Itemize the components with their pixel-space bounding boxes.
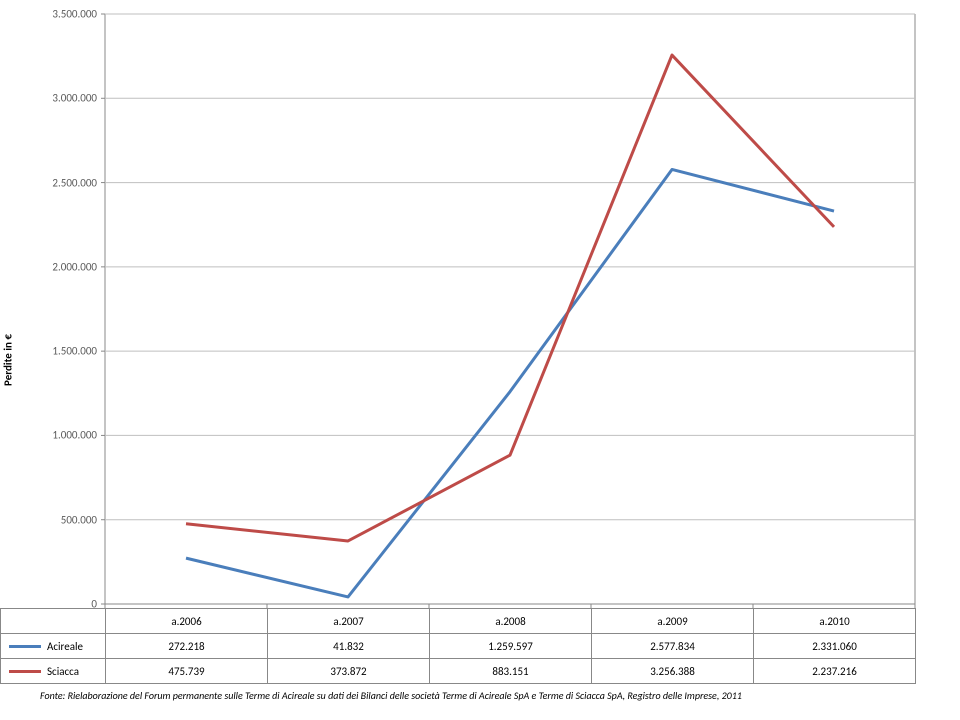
table-row: Sciacca 475.739373.872883.1513.256.3882.2… bbox=[1, 659, 916, 684]
data-cell: 373.872 bbox=[268, 659, 430, 684]
chart-stage: Perdite in € 0500.0001.000.0001.500.0002… bbox=[0, 0, 960, 720]
data-cell: 475.739 bbox=[106, 659, 268, 684]
source-caption: Fonte: Rielaborazione del Forum permanen… bbox=[40, 689, 940, 702]
data-cell: 3.256.388 bbox=[592, 659, 754, 684]
category-header: a.2007 bbox=[268, 609, 430, 634]
y-tick-label: 3.000.000 bbox=[30, 92, 97, 105]
category-header: a.2006 bbox=[106, 609, 268, 634]
legend-swatch bbox=[9, 645, 41, 648]
data-cell: 2.237.216 bbox=[754, 659, 916, 684]
table-row: Acireale 272.21841.8321.259.5972.577.8342… bbox=[1, 634, 916, 659]
data-cell: 2.577.834 bbox=[592, 634, 754, 659]
y-tick-label: 1.500.000 bbox=[30, 345, 97, 358]
category-header: a.2009 bbox=[592, 609, 754, 634]
data-table: a.2006a.2007a.2008a.2009a.2010 Acireale 27… bbox=[0, 608, 916, 684]
data-cell: 883.151 bbox=[430, 659, 592, 684]
y-tick-label: 500.000 bbox=[30, 513, 97, 526]
y-tick-label: 3.500.000 bbox=[30, 8, 97, 21]
legend-entry-acireale: Acireale bbox=[1, 634, 106, 659]
legend-label: Sciacca bbox=[47, 665, 79, 678]
table-row: a.2006a.2007a.2008a.2009a.2010 bbox=[1, 609, 916, 634]
data-cell: 2.331.060 bbox=[754, 634, 916, 659]
y-tick-label: 2.500.000 bbox=[30, 176, 97, 189]
data-cell: 1.259.597 bbox=[430, 634, 592, 659]
series-line-sciacca bbox=[186, 55, 834, 541]
y-tick-label: 2.000.000 bbox=[30, 260, 97, 273]
category-header: a.2010 bbox=[754, 609, 916, 634]
y-tick-label: 1.000.000 bbox=[30, 429, 97, 442]
data-cell: 272.218 bbox=[106, 634, 268, 659]
category-header: a.2008 bbox=[430, 609, 592, 634]
legend-label: Acireale bbox=[47, 640, 83, 653]
legend-entry-sciacca: Sciacca bbox=[1, 659, 106, 684]
table-corner-cell bbox=[1, 609, 106, 634]
legend-swatch bbox=[9, 670, 41, 673]
data-cell: 41.832 bbox=[268, 634, 430, 659]
